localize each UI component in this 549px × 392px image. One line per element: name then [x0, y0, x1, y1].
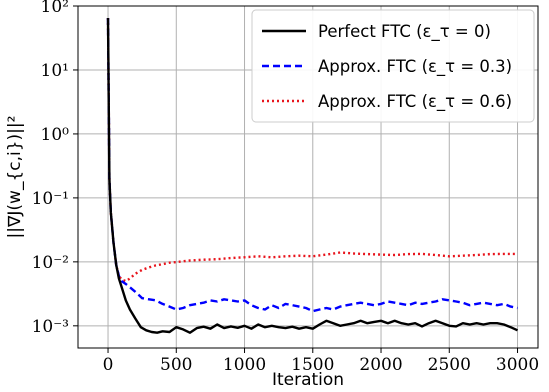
y-tick-label: 10⁻³ [32, 317, 69, 337]
legend-label-2: Approx. FTC (ε_τ = 0.3) [318, 57, 512, 77]
x-tick-label: 0 [103, 355, 114, 375]
y-tick-label: 10⁻² [32, 253, 69, 273]
legend: Perfect FTC (ε_τ = 0) Approx. FTC (ε_τ = … [251, 9, 535, 123]
axis-ticks: 0 500 1000 1500 2000 2500 3000 10⁻³ 10⁻² 10⁻¹ 10⁰ 1… [32, 0, 540, 375]
plot-frame [77, 5, 539, 349]
legend-label-1: Perfect FTC (ε_τ = 0) [318, 22, 491, 42]
series-line-2 [106, 17, 518, 313]
y-tick-label: 10⁻¹ [32, 189, 69, 209]
y-tick-label: 10² [41, 0, 69, 17]
y-tick-label: 10⁰ [41, 125, 70, 145]
x-tick-label: 500 [160, 355, 192, 375]
y-tick-label: 10¹ [41, 61, 69, 81]
x-tick-label: 2500 [428, 355, 471, 375]
series-line-1 [106, 17, 518, 334]
legend-label-3: Approx. FTC (ε_τ = 0.6) [318, 92, 512, 112]
x-tick-label: 1500 [291, 355, 334, 375]
legend-box [251, 9, 535, 123]
y-axis-label: ||∇J(w_{c,i})||² [5, 116, 25, 239]
series-line-3 [106, 17, 518, 283]
x-axis-label: Iteration [272, 370, 344, 390]
x-tick-label: 1000 [223, 355, 266, 375]
series-layer [106, 17, 518, 334]
x-tick-label: 2000 [359, 355, 402, 375]
x-tick-label: 3000 [496, 355, 539, 375]
